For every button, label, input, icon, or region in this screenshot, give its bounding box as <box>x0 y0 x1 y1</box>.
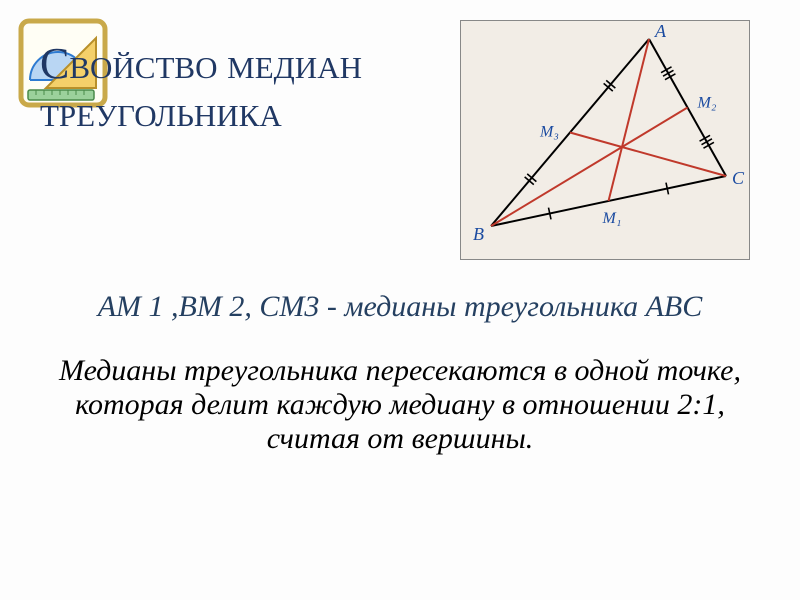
svg-text:M₁: M₁ <box>602 210 622 227</box>
svg-text:M₂: M₂ <box>697 95 717 112</box>
svg-text:A: A <box>654 21 667 41</box>
median-names-line: AM 1 ,BM 2, CM3 - медианы треугольника A… <box>40 290 760 324</box>
svg-text:C: C <box>732 168 745 188</box>
slide-title: Свойство медиан треугольника <box>40 40 440 137</box>
svg-text:M₃: M₃ <box>539 124 559 141</box>
median-theorem-line: Медианы треугольника пересекаются в одно… <box>40 354 760 456</box>
body-text: AM 1 ,BM 2, CM3 - медианы треугольника A… <box>40 290 760 456</box>
svg-text:B: B <box>473 224 484 244</box>
triangle-figure: A B C M₁ M₂ M₃ <box>460 20 750 260</box>
